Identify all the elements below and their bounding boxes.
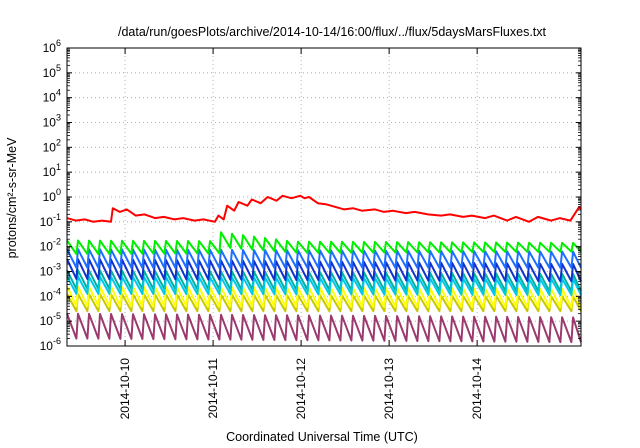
- series-purple: [66, 312, 582, 344]
- x-tick-label: 2014-10-10: [118, 358, 132, 420]
- y-tick-label: 101: [43, 162, 61, 179]
- y-tick-label: 106: [43, 38, 61, 55]
- series-cyan: [66, 275, 582, 296]
- series-green: [66, 231, 582, 256]
- series-layer: [66, 194, 582, 344]
- x-axis-label: Coordinated Universal Time (UTC): [226, 430, 418, 444]
- x-tick-label: 2014-10-13: [382, 358, 396, 420]
- y-tick-label: 10-2: [40, 237, 61, 254]
- y-tick-label: 105: [43, 63, 61, 80]
- y-tick-label: 10-5: [40, 311, 61, 328]
- y-tick-label: 10-1: [40, 212, 61, 229]
- chart-title: /data/run/goesPlots/archive/2014-10-14/1…: [118, 25, 547, 39]
- x-tick-label: 2014-10-14: [470, 358, 484, 420]
- y-tick-label: 100: [43, 187, 61, 204]
- x-tick-label: 2014-10-12: [294, 358, 308, 420]
- y-tick-label: 10-6: [40, 336, 61, 353]
- series-navy: [66, 258, 582, 283]
- y-tick-label: 104: [43, 88, 61, 105]
- y-tick-label: 10-4: [40, 286, 61, 303]
- y-tick-label: 103: [43, 113, 61, 130]
- y-tick-label: 102: [43, 137, 61, 154]
- y-tick-label: 10-3: [40, 262, 61, 279]
- series-yellow: [66, 285, 582, 309]
- series-blue: [66, 248, 582, 269]
- x-tick-label: 2014-10-11: [206, 358, 220, 419]
- y-axis-label: protons/cm²-s-sr-MeV: [5, 137, 19, 259]
- ticks: 10-6 10-5 10-4 10-3 10-2 10-1 100 101 102 103 104 1…: [40, 38, 581, 419]
- series-red: [66, 194, 582, 223]
